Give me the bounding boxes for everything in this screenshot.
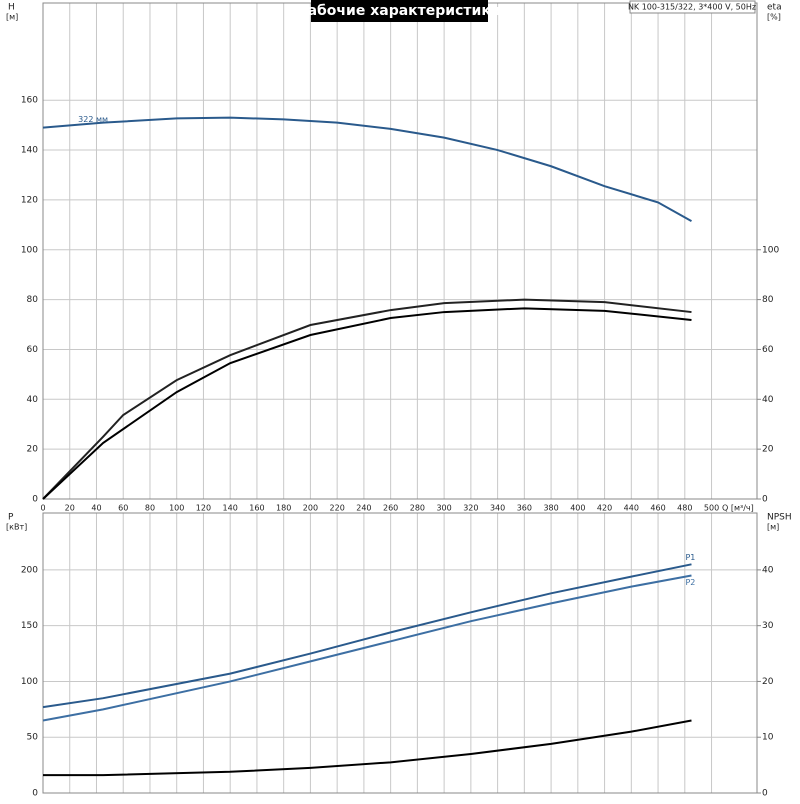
x-tick-label: 320 xyxy=(463,504,478,513)
y-tick-label: 0 xyxy=(32,495,38,505)
y2-tick-label: 20 xyxy=(762,677,774,687)
y-axis-unit: [м] xyxy=(6,13,18,22)
panel: 0 20 40 60 80 100 120 140 160 180 200 220 240 260 280 3… xyxy=(6,2,782,513)
x-tick-label: 160 xyxy=(249,504,264,513)
series-label: P1 xyxy=(685,553,695,562)
x-tick-label: 140 xyxy=(223,504,238,513)
x-tick-label: 360 xyxy=(517,504,532,513)
x-tick-label: 100 xyxy=(169,504,184,513)
plot-frame xyxy=(42,512,758,794)
y-axis-label: H xyxy=(8,3,15,13)
x-tick-label: 40 xyxy=(91,504,101,513)
series-line xyxy=(42,298,692,500)
y-tick-label: 100 xyxy=(21,677,38,687)
x-tick-label: 180 xyxy=(276,504,291,513)
y2-axis-label: eta xyxy=(767,3,782,13)
y2-tick-label: 80 xyxy=(762,295,774,305)
series-line xyxy=(42,307,692,500)
x-tick-label: 420 xyxy=(597,504,612,513)
y-tick-label: 60 xyxy=(27,345,39,355)
series-line xyxy=(43,719,692,777)
y-tick-label: 40 xyxy=(27,395,39,405)
x-tick-label: 80 xyxy=(145,504,155,513)
x-tick-label: 20 xyxy=(65,504,75,513)
y2-tick-label: 0 xyxy=(762,789,768,799)
series-line xyxy=(42,574,692,722)
x-tick-label: 460 xyxy=(650,504,665,513)
y2-tick-label: 20 xyxy=(762,445,774,455)
x-tick-label: 260 xyxy=(383,504,398,513)
y-tick-label: 50 xyxy=(27,733,39,743)
y-axis-unit: [кВт] xyxy=(6,523,27,532)
x-tick-label: 200 xyxy=(303,504,318,513)
y-tick-label: 160 xyxy=(21,96,38,106)
y2-axis-unit: [%] xyxy=(767,13,781,22)
y-tick-label: 100 xyxy=(21,245,38,255)
series-label: 322 мм xyxy=(78,115,108,124)
x-tick-label: 400 xyxy=(570,504,585,513)
y2-tick-label: 60 xyxy=(762,345,774,355)
y-tick-label: 80 xyxy=(27,295,39,305)
x-tick-label: 480 xyxy=(677,504,692,513)
y-axis-label: P xyxy=(8,513,14,523)
series-line xyxy=(42,563,692,709)
model-label: NK 100-315/322, 3*400 V, 50Hz xyxy=(628,3,756,12)
y2-tick-label: 100 xyxy=(762,245,779,255)
series-label: P2 xyxy=(685,578,695,587)
y-tick-label: 150 xyxy=(21,621,38,631)
y2-tick-label: 10 xyxy=(762,733,774,743)
model-box xyxy=(629,0,756,14)
panel: 0 50 100 150 200 0 10 20 30 40 P[кВт] NPSH[м] P1 P2 xyxy=(6,512,792,799)
y-tick-label: 0 xyxy=(32,789,38,799)
title-bg xyxy=(311,0,488,22)
y2-tick-label: 30 xyxy=(762,621,774,631)
y2-axis-label: NPSH xyxy=(767,513,792,523)
x-tick-label: 220 xyxy=(330,504,345,513)
x-tick-label: 60 xyxy=(118,504,128,513)
y2-tick-label: 0 xyxy=(762,495,768,505)
x-axis-label: Q [м³/ч] xyxy=(722,504,754,513)
x-tick-label: 0 xyxy=(40,504,45,513)
y-tick-label: 120 xyxy=(21,195,38,205)
y-tick-label: 200 xyxy=(21,565,38,575)
x-tick-label: 300 xyxy=(436,504,451,513)
x-tick-label: 500 xyxy=(704,504,719,513)
series-line xyxy=(42,116,692,222)
y-tick-label: 20 xyxy=(27,445,39,455)
y2-tick-label: 40 xyxy=(762,395,774,405)
x-tick-label: 120 xyxy=(196,504,211,513)
y2-tick-label: 40 xyxy=(762,565,774,575)
x-tick-label: 440 xyxy=(624,504,639,513)
x-tick-label: 280 xyxy=(410,504,425,513)
x-tick-label: 340 xyxy=(490,504,505,513)
chart-title: Рабочие характеристики xyxy=(297,3,500,19)
x-tick-label: 240 xyxy=(356,504,371,513)
y-tick-label: 140 xyxy=(21,146,38,156)
y2-axis-unit: [м] xyxy=(767,523,779,532)
x-tick-label: 380 xyxy=(543,504,558,513)
